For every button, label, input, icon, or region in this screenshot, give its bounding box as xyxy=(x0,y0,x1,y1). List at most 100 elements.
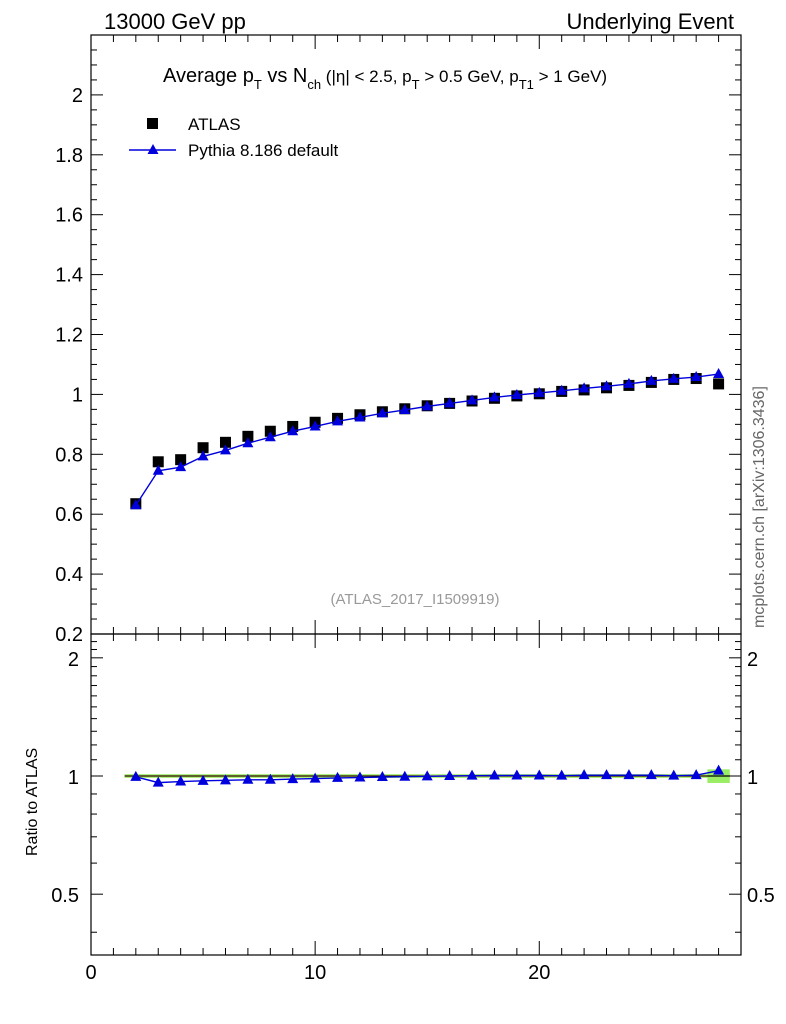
pythia-point xyxy=(645,374,657,385)
ratio-axis-label: Ratio to ATLAS xyxy=(24,748,41,856)
title-sub-5: T xyxy=(412,77,420,92)
pythia-point xyxy=(309,420,321,431)
pythia-point xyxy=(533,386,545,397)
ratio-y-tick-label-right: 2 xyxy=(747,649,758,671)
ratio-y-tick-label: 1 xyxy=(68,767,79,789)
source-side-label: mcplots.cern.ch [arXiv:1306.3436] xyxy=(751,386,768,628)
ratio-pythia-point xyxy=(690,769,702,780)
ratio-pythia-point xyxy=(152,776,164,787)
pythia-point xyxy=(130,499,142,510)
ratio-pythia-point xyxy=(332,771,344,782)
pythia-point xyxy=(488,391,500,402)
pythia-point xyxy=(668,372,680,383)
ratio-pythia-point xyxy=(601,769,613,780)
legend-data-label: ATLAS xyxy=(188,115,241,134)
title-part-0: Average p xyxy=(163,65,254,87)
ratio-pythia-point xyxy=(130,770,142,781)
pythia-point xyxy=(152,464,164,475)
pythia-point xyxy=(421,400,433,411)
header-process-label: Underlying Event xyxy=(566,9,734,34)
main-y-tick-label: 1.8 xyxy=(55,145,83,167)
main-y-tick-label: 0.2 xyxy=(55,624,83,646)
pythia-point xyxy=(690,371,702,382)
legend-mc-label: Pythia 8.186 default xyxy=(188,141,339,160)
title-part-4: (|η| < 2.5, p xyxy=(321,67,412,86)
ratio-pythia-point xyxy=(713,764,725,775)
ratio-x-tick-label: 20 xyxy=(528,962,550,984)
main-y-tick-label: 2 xyxy=(72,85,83,107)
atlas-data-point xyxy=(197,442,209,454)
title-part-6: > 0.5 GeV, p xyxy=(420,67,519,86)
pythia-point xyxy=(399,403,411,414)
main-series-layer xyxy=(130,368,725,510)
atlas-data-point xyxy=(152,456,164,468)
title-part-8: > 1 GeV) xyxy=(534,67,607,86)
ratio-pythia-point xyxy=(556,769,568,780)
legend-data-marker xyxy=(147,118,158,129)
chart-title: Average pT vs Nch (|η| < 2.5, pT > 0.5 G… xyxy=(163,65,607,92)
pythia-point xyxy=(376,407,388,418)
ratio-y-tick-label: 2 xyxy=(68,649,79,671)
pythia-point xyxy=(287,425,299,436)
ratio-y-tick-label-right: 1 xyxy=(747,767,758,789)
pythia-point xyxy=(623,377,635,388)
title-sub-1: T xyxy=(254,77,262,92)
ratio-axis-ticks: 0 10 20 0.5 0.5 1 1 2 2 xyxy=(51,633,775,984)
ratio-y-tick-label: 0.5 xyxy=(51,885,79,907)
analysis-id-label: (ATLAS_2017_I1509919) xyxy=(330,591,499,608)
ratio-x-tick-label: 0 xyxy=(85,962,96,984)
pythia-point xyxy=(332,415,344,426)
main-y-tick-label: 1.2 xyxy=(55,325,83,347)
pythia-point xyxy=(242,437,254,448)
ratio-pythia-point xyxy=(578,769,590,780)
ratio-pythia-point xyxy=(197,774,209,785)
atlas-data-point xyxy=(219,436,231,448)
main-axis-ticks: 0.2 0.4 0.6 0.8 1 1.2 1.4 1.6 1.8 2 xyxy=(55,35,742,646)
ratio-pythia-point xyxy=(533,769,545,780)
pythia-point xyxy=(511,388,523,399)
atlas-data-point xyxy=(175,454,187,466)
main-y-tick-label: 0.8 xyxy=(55,444,83,466)
header-energy-label: 13000 GeV pp xyxy=(104,9,246,34)
main-y-tick-label: 1.4 xyxy=(55,265,83,287)
ratio-pythia-point xyxy=(623,769,635,780)
main-y-tick-label: 1 xyxy=(72,384,83,406)
main-y-tick-label: 0.6 xyxy=(55,504,83,526)
pythia-point xyxy=(444,397,456,408)
ratio-y-tick-label-right: 0.5 xyxy=(747,885,775,907)
ratio-pythia-point xyxy=(175,775,187,786)
pythia-point xyxy=(578,382,590,393)
title-sub-7: T1 xyxy=(519,77,534,92)
ratio-pythia-point xyxy=(511,769,523,780)
ratio-pythia-point xyxy=(668,769,680,780)
pythia-point xyxy=(354,411,366,422)
ratio-pythia-point xyxy=(399,770,411,781)
pythia-point xyxy=(466,394,478,405)
pythia-point xyxy=(197,450,209,461)
pythia-point xyxy=(556,384,568,395)
ratio-pythia-point xyxy=(309,772,321,783)
pythia-point xyxy=(219,444,231,455)
ratio-pythia-point xyxy=(488,769,500,780)
pythia-point xyxy=(601,380,613,391)
title-sub-3: ch xyxy=(307,77,321,92)
atlas-data-point xyxy=(713,378,725,390)
ratio-pythia-point xyxy=(466,769,478,780)
legend-mc-marker xyxy=(147,144,159,154)
ratio-series-layer xyxy=(130,764,725,787)
ratio-pythia-point xyxy=(354,771,366,782)
ratio-pythia-point xyxy=(219,774,231,785)
pythia-point xyxy=(264,431,276,442)
ratio-x-tick-label: 10 xyxy=(304,962,326,984)
title-part-2: vs N xyxy=(262,65,308,87)
pythia-point xyxy=(175,461,187,472)
ratio-pythia-point xyxy=(242,773,254,784)
ratio-pythia-point xyxy=(645,769,657,780)
atlas-data-point xyxy=(242,430,254,442)
ratio-pythia-point xyxy=(421,770,433,781)
ratio-pythia-point xyxy=(444,770,456,781)
pythia-point xyxy=(713,368,725,379)
main-y-tick-label: 1.6 xyxy=(55,205,83,227)
ratio-plot-frame xyxy=(90,633,742,956)
